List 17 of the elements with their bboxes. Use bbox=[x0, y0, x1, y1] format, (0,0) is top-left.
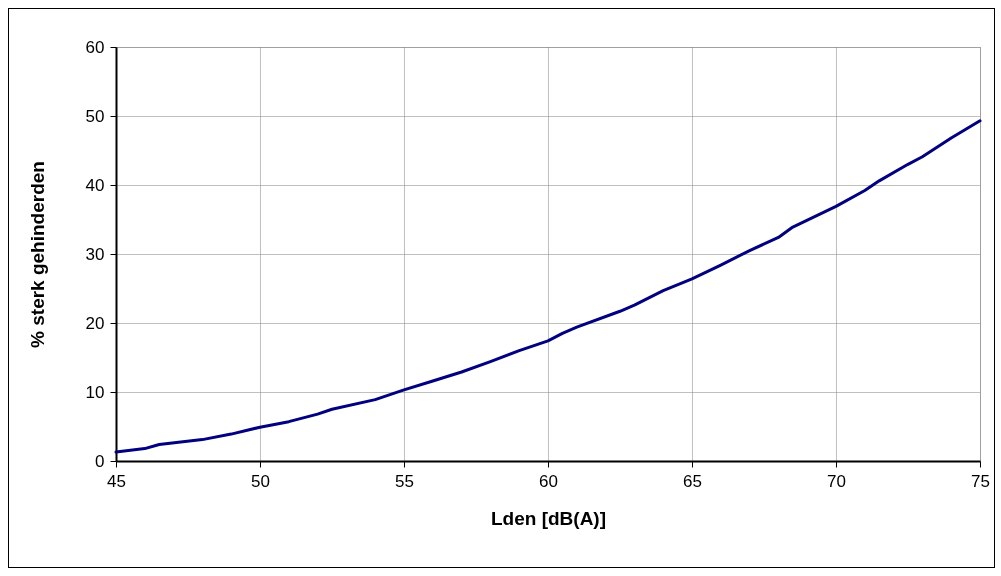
y-tick-label: 30 bbox=[85, 244, 105, 264]
x-tick-label: 65 bbox=[683, 471, 702, 491]
y-tick-label: 10 bbox=[85, 382, 105, 402]
y-tick-label: 40 bbox=[85, 175, 105, 195]
x-tick-label: 75 bbox=[971, 471, 990, 491]
x-axis-title: Lden [dB(A)] bbox=[490, 507, 607, 529]
x-tick-label: 60 bbox=[539, 471, 558, 491]
x-tick-label: 55 bbox=[395, 471, 414, 491]
y-tick-label: 20 bbox=[85, 313, 105, 333]
x-tick-label: 70 bbox=[827, 471, 846, 491]
x-tick-label: 45 bbox=[107, 471, 126, 491]
y-tick-label: 50 bbox=[85, 106, 105, 126]
line-series bbox=[114, 119, 982, 454]
y-tick-label: 0 bbox=[95, 451, 105, 471]
y-axis-title: % sterk gehinderden bbox=[26, 161, 48, 348]
x-tick-label: 50 bbox=[251, 471, 270, 491]
y-tick-label: 60 bbox=[85, 37, 105, 57]
